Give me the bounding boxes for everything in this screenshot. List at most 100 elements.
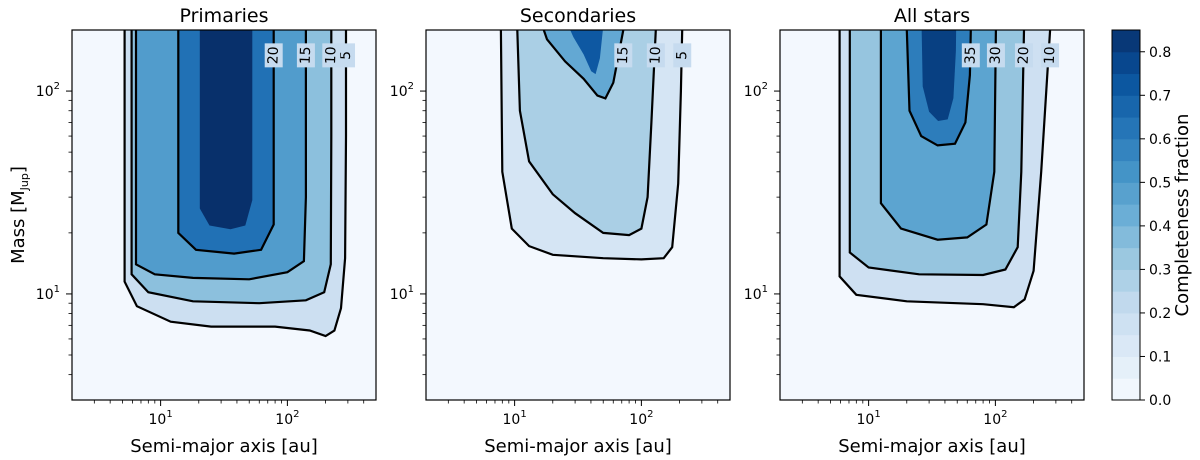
colorbar-step xyxy=(1112,204,1140,227)
contour-label-gap xyxy=(614,43,633,68)
completeness-core xyxy=(199,30,253,230)
contour-label-35: 35 xyxy=(963,46,980,64)
colorbar-tick-label: 0.6 xyxy=(1149,132,1171,148)
x-axis-label-primaries: Semi-major axis [au] xyxy=(130,436,318,457)
contour-label-15: 15 xyxy=(298,46,315,64)
colorbar-step xyxy=(1112,117,1140,140)
completeness-core xyxy=(921,30,957,121)
x-tick-label: 101 xyxy=(857,409,881,428)
contour-line-20 xyxy=(848,30,1026,277)
contour-line-35 xyxy=(905,30,972,147)
colorbar-gradient xyxy=(1112,30,1140,401)
contour-lines-primaries: 510 15 20 xyxy=(123,30,356,338)
colorbar-step xyxy=(1112,334,1140,357)
panel-all-stars: 10 20 30 35 101 102 101 102 All stars Semi-maj… xyxy=(744,5,1085,457)
contour-label-gap xyxy=(961,43,980,68)
colorbar-step xyxy=(1112,312,1140,336)
colorbar-step xyxy=(1112,225,1140,249)
contour-label-10: 10 xyxy=(1042,46,1059,64)
colorbar-tick-label: 0.3 xyxy=(1149,262,1171,278)
contour-line-10 xyxy=(516,30,657,237)
colorbar-tick-label: 0.8 xyxy=(1149,45,1171,61)
colorbar-step xyxy=(1112,378,1140,401)
contour-label-gap xyxy=(986,43,1005,68)
y-axis-label-main: Mass [M xyxy=(8,190,29,264)
y-tick-label: 101 xyxy=(390,284,414,303)
contour-line-10 xyxy=(838,30,1052,309)
colorbar-step xyxy=(1112,182,1140,205)
colorbar-step xyxy=(1112,291,1140,314)
contour-label-gap xyxy=(296,43,315,68)
colorbar-tick-label: 0.2 xyxy=(1149,306,1171,322)
colorbar-step xyxy=(1112,51,1140,75)
y-tick-label: 102 xyxy=(390,81,414,100)
axes-frame-primaries xyxy=(71,29,377,401)
ticks-all-stars: 101 102 101 102 xyxy=(744,81,1073,428)
contour-line-20 xyxy=(177,30,275,255)
panel-title-all-stars: All stars xyxy=(894,5,970,27)
contour-label-10: 10 xyxy=(648,46,665,64)
colorbar-frame xyxy=(1111,29,1141,401)
contour-line-10 xyxy=(130,30,333,305)
panel-secondaries: 5 10 15 101 102 101 102 Secondaries Semi-majo… xyxy=(390,5,731,457)
y-axis-label: Mass [MJup] xyxy=(8,166,31,264)
contour-lines-secondaries: 5 10 15 xyxy=(499,30,692,261)
colorbar-step xyxy=(1112,30,1140,53)
completeness-fill-secondaries xyxy=(426,30,730,400)
x-tick-label: 102 xyxy=(275,409,299,428)
contour-line-5 xyxy=(499,30,684,261)
x-tick-label: 102 xyxy=(629,409,653,428)
contour-label-gap xyxy=(1041,43,1060,68)
contour-label-5: 5 xyxy=(674,51,690,60)
contour-lines-all-stars: 10 20 30 35 xyxy=(838,30,1060,309)
y-tick-label: 101 xyxy=(744,284,768,303)
y-tick-label: 102 xyxy=(36,81,60,100)
colorbar-step xyxy=(1112,138,1140,162)
completeness-fill-all-stars xyxy=(780,30,1084,400)
y-tick-label: 101 xyxy=(36,284,60,303)
contour-line-15 xyxy=(134,30,307,281)
panel-title-secondaries: Secondaries xyxy=(520,5,636,27)
x-tick-label: 101 xyxy=(503,409,527,428)
contour-line-30 xyxy=(879,30,997,241)
colorbar-tick-label: 0.7 xyxy=(1149,88,1171,104)
colorbar-step xyxy=(1112,73,1140,96)
colorbar-label: Completeness fraction xyxy=(1172,114,1193,317)
colorbar-step xyxy=(1112,247,1140,270)
contour-label-5: 5 xyxy=(338,51,354,60)
x-axis-label-all-stars: Semi-major axis [au] xyxy=(838,436,1026,457)
x-axis-label-secondaries: Semi-major axis [au] xyxy=(484,436,672,457)
contour-label-gap xyxy=(673,43,692,68)
ticks-primaries: 101 102 101 102 xyxy=(36,81,365,428)
contour-label-15: 15 xyxy=(615,46,632,64)
contour-label-gap xyxy=(322,43,341,68)
panel-title-primaries: Primaries xyxy=(179,5,268,27)
completeness-band xyxy=(517,30,656,236)
colorbar-ticks: 0.0 0.1 0.2 0.3 0.4 0.5 0.6 0.7 0.8 xyxy=(1140,45,1171,409)
y-axis-label-subscript: Jup xyxy=(18,173,31,191)
axes-frame-all-stars xyxy=(779,29,1085,401)
contour-line-15 xyxy=(542,30,625,100)
contour-label-10: 10 xyxy=(323,46,340,64)
colorbar: 0.0 0.1 0.2 0.3 0.4 0.5 0.6 0.7 0.8 Completeness… xyxy=(1111,29,1193,409)
colorbar-tick-label: 0.1 xyxy=(1149,349,1171,365)
contour-line-5 xyxy=(123,30,348,338)
contour-label-gap xyxy=(646,43,665,68)
ticks-secondaries: 101 102 101 102 xyxy=(390,81,719,428)
y-axis-label-end: ] xyxy=(8,166,29,173)
contour-label-20: 20 xyxy=(265,46,282,64)
colorbar-step xyxy=(1112,269,1140,292)
y-tick-label: 102 xyxy=(744,81,768,100)
completeness-core xyxy=(570,30,603,75)
x-tick-label: 102 xyxy=(983,409,1007,428)
colorbar-step xyxy=(1112,356,1140,379)
colorbar-tick-label: 0.0 xyxy=(1149,393,1171,409)
completeness-fill-primaries xyxy=(72,30,376,400)
axes-frame-secondaries xyxy=(425,29,731,401)
panel-primaries: 510 15 20 101 102 101 102 Primaries Semi-majo… xyxy=(36,5,377,457)
contour-label-gap xyxy=(1014,43,1033,68)
colorbar-step xyxy=(1112,95,1140,118)
completeness-band xyxy=(543,30,624,99)
x-tick-label: 101 xyxy=(149,409,173,428)
